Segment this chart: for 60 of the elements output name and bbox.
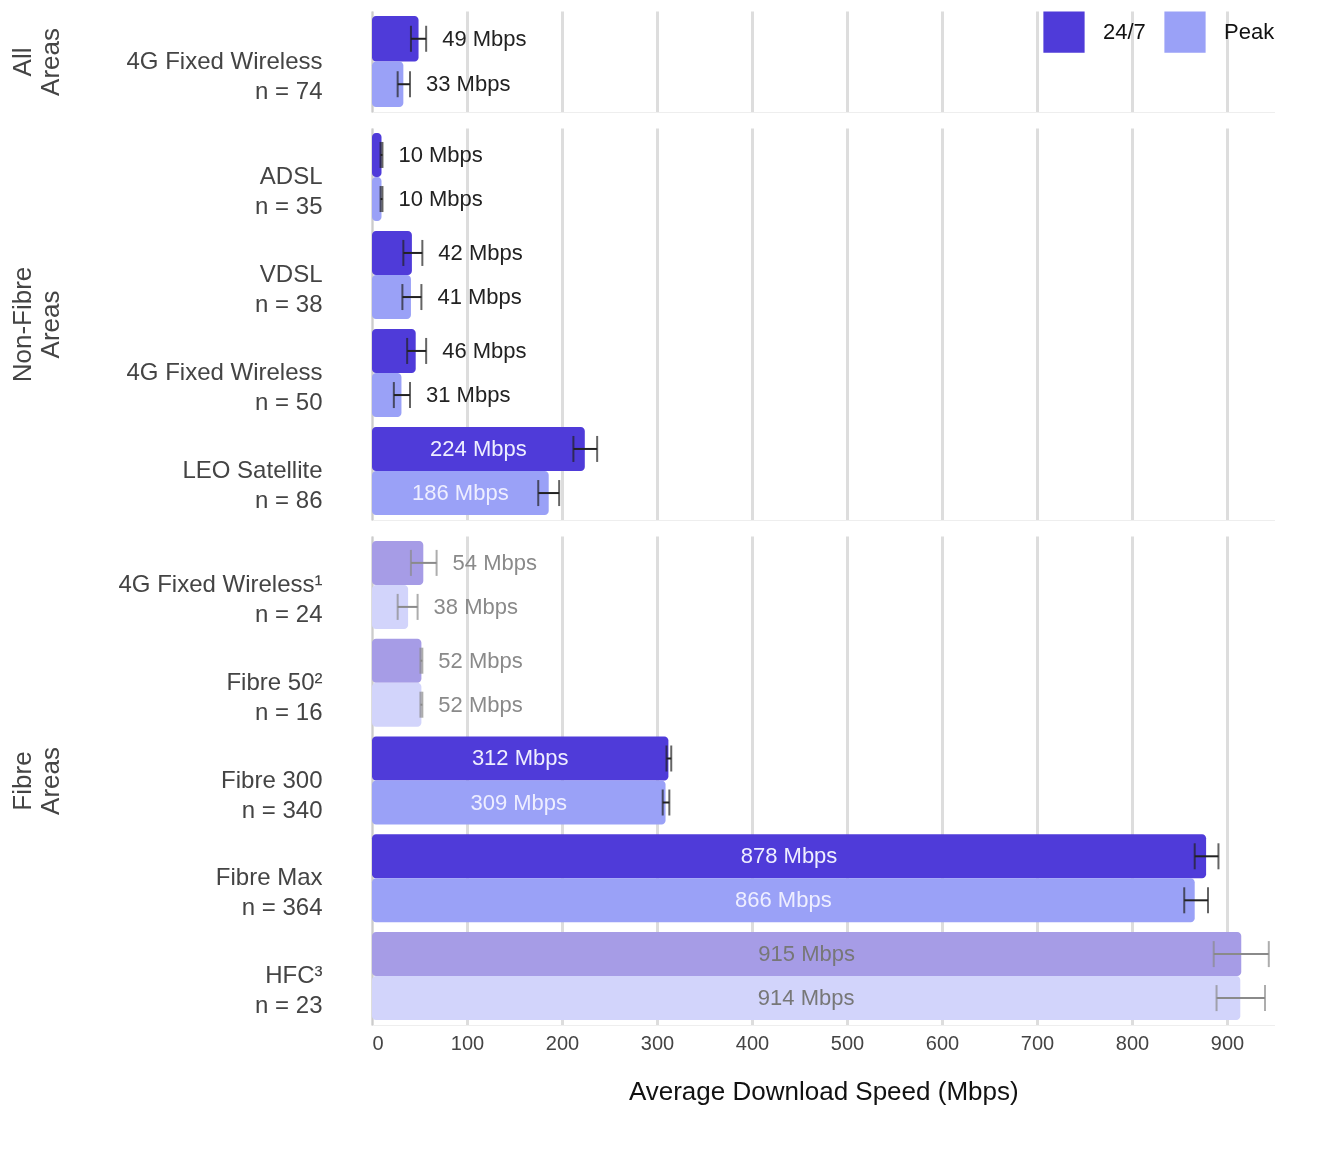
y-tick-label: ADSL n = 35 bbox=[255, 162, 323, 219]
x-tick-label: 600 bbox=[925, 1031, 960, 1054]
data-label: 866 Mbps bbox=[735, 887, 832, 913]
data-label: 31 Mbps bbox=[426, 382, 511, 408]
y-tick-label: Fibre 300 n = 340 bbox=[221, 765, 323, 823]
y-tick-label: HFC³ n = 23 bbox=[255, 961, 323, 1019]
y-tick-label: 4G Fixed Wireless¹ n = 24 bbox=[118, 569, 323, 627]
y-tick-label: Fibre Max n = 364 bbox=[215, 863, 323, 921]
bar bbox=[372, 834, 1207, 879]
x-tick-label: 100 bbox=[450, 1031, 485, 1054]
data-label: 915 Mbps bbox=[758, 941, 855, 967]
y-tick-label: 4G Fixed Wireless n = 74 bbox=[126, 46, 323, 104]
data-label: 224 Mbps bbox=[430, 435, 527, 461]
x-tick-label: 300 bbox=[640, 1031, 675, 1054]
legend-label: 24/7 bbox=[1103, 19, 1146, 45]
x-tick-label: 400 bbox=[735, 1031, 770, 1054]
x-tick-label: 500 bbox=[830, 1031, 865, 1054]
bar bbox=[372, 584, 409, 629]
bar bbox=[372, 328, 416, 373]
y-axis-title: All Areas bbox=[6, 28, 65, 96]
legend-label: Peak bbox=[1224, 19, 1276, 45]
data-label: 38 Mbps bbox=[433, 593, 518, 619]
data-label: 33 Mbps bbox=[426, 71, 511, 97]
x-tick-label: 0 bbox=[372, 1031, 384, 1054]
bar bbox=[372, 540, 424, 585]
data-label: 10 Mbps bbox=[398, 141, 483, 167]
y-tick-label: VDSL n = 38 bbox=[255, 260, 323, 317]
data-label: 42 Mbps bbox=[438, 239, 523, 265]
bar bbox=[372, 373, 402, 418]
bar bbox=[372, 878, 1195, 923]
x-tick-label: 700 bbox=[1020, 1031, 1055, 1054]
data-label: 54 Mbps bbox=[452, 549, 537, 575]
y-axis-title: Fibre Areas bbox=[6, 747, 65, 815]
bar bbox=[372, 471, 549, 516]
data-label: 186 Mbps bbox=[412, 480, 509, 506]
data-label: 52 Mbps bbox=[438, 647, 523, 673]
data-label: 52 Mbps bbox=[438, 691, 523, 717]
data-label: 49 Mbps bbox=[442, 25, 527, 51]
y-axis-title: Non-Fibre Areas bbox=[6, 266, 65, 383]
bar bbox=[372, 932, 1242, 977]
bar bbox=[372, 230, 412, 275]
y-tick-label: 4G Fixed Wireless n = 50 bbox=[126, 358, 323, 415]
data-label: 914 Mbps bbox=[757, 985, 855, 1011]
data-label: 309 Mbps bbox=[470, 789, 568, 815]
data-label: 41 Mbps bbox=[437, 284, 522, 310]
bar bbox=[372, 638, 422, 683]
bar bbox=[372, 426, 585, 471]
bar bbox=[372, 976, 1241, 1021]
data-label: 46 Mbps bbox=[442, 337, 527, 363]
x-axis-title: Average Download Speed (Mbps) bbox=[628, 1075, 1019, 1106]
data-label: 10 Mbps bbox=[398, 186, 483, 212]
bar bbox=[372, 275, 411, 320]
x-tick-label: 900 bbox=[1210, 1031, 1245, 1054]
y-tick-label: Fibre 50² n = 16 bbox=[226, 667, 323, 725]
y-tick-label: LEO Satellite n = 86 bbox=[182, 456, 323, 513]
data-label: 312 Mbps bbox=[471, 745, 569, 771]
x-tick-label: 200 bbox=[545, 1031, 580, 1054]
data-label: 878 Mbps bbox=[740, 843, 838, 869]
x-tick-label: 800 bbox=[1115, 1031, 1150, 1054]
bar bbox=[372, 682, 422, 727]
